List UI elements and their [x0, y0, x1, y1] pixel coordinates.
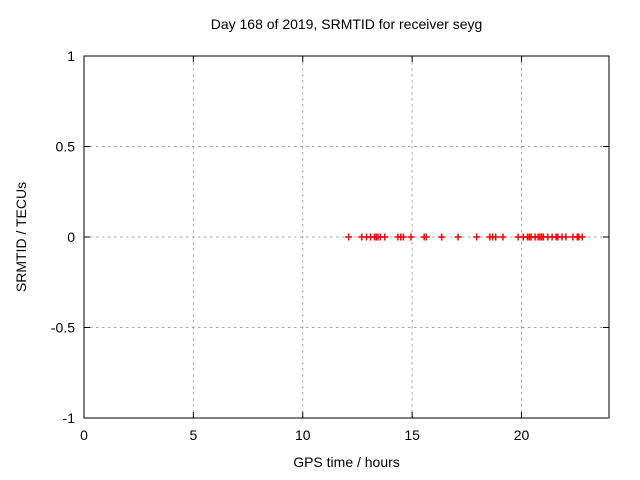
data-point-marker	[578, 233, 586, 241]
data-point-marker	[438, 233, 446, 241]
x-tick-label: 10	[295, 427, 311, 443]
x-tick-label: 15	[404, 427, 420, 443]
data-point-marker	[492, 233, 500, 241]
data-point-marker	[381, 233, 389, 241]
data-point-marker	[407, 233, 415, 241]
x-tick-label: 5	[189, 427, 197, 443]
data-point-marker	[454, 233, 462, 241]
data-point-marker	[562, 233, 570, 241]
data-point-marker	[345, 233, 353, 241]
y-tick-label: -0.5	[51, 320, 75, 336]
data-point-marker	[399, 233, 407, 241]
y-tick-label: -1	[63, 410, 76, 426]
data-point-marker	[499, 233, 507, 241]
y-axis-label: SRMTID / TECUs	[13, 181, 29, 293]
data-point-marker	[473, 233, 481, 241]
data-series-srmtid	[345, 233, 586, 241]
x-tick-label: 0	[80, 427, 88, 443]
y-tick-label: 0.5	[56, 139, 76, 155]
x-tick-label: 20	[514, 427, 530, 443]
data-point-marker	[422, 233, 430, 241]
y-tick-label: 0	[67, 229, 75, 245]
x-axis-label: GPS time / hours	[293, 454, 400, 470]
y-tick-label: 1	[67, 48, 75, 64]
chart-title: Day 168 of 2019, SRMTID for receiver sey…	[210, 16, 483, 32]
